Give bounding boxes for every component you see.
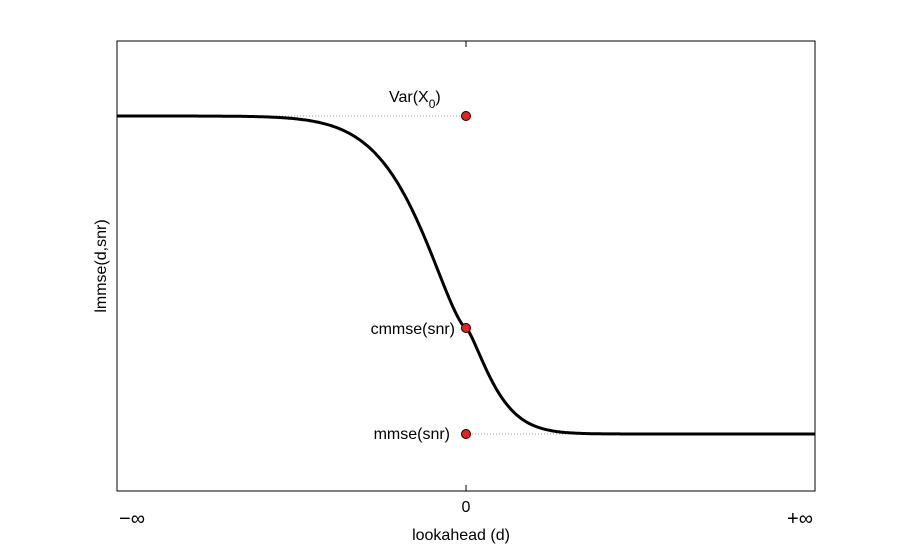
cmmse-label: cmmse(snr): [371, 321, 455, 338]
x-tick-label-left: −∞: [119, 508, 145, 530]
lmmse-curve: [117, 114, 815, 436]
plot-frame: [116, 40, 816, 492]
var-x0-point: [461, 111, 471, 121]
var-x0-label: Var(X0): [389, 89, 441, 111]
x-axis-label: lookahead (d): [412, 527, 510, 544]
mmse-label: mmse(snr): [374, 426, 450, 443]
x-tick-label-right: +∞: [787, 508, 813, 530]
mmse-point: [461, 429, 471, 439]
cmmse-point: [461, 323, 471, 333]
x-tick-label-center: 0: [462, 499, 471, 516]
y-axis-label: lmmse(d,snr): [93, 219, 110, 312]
